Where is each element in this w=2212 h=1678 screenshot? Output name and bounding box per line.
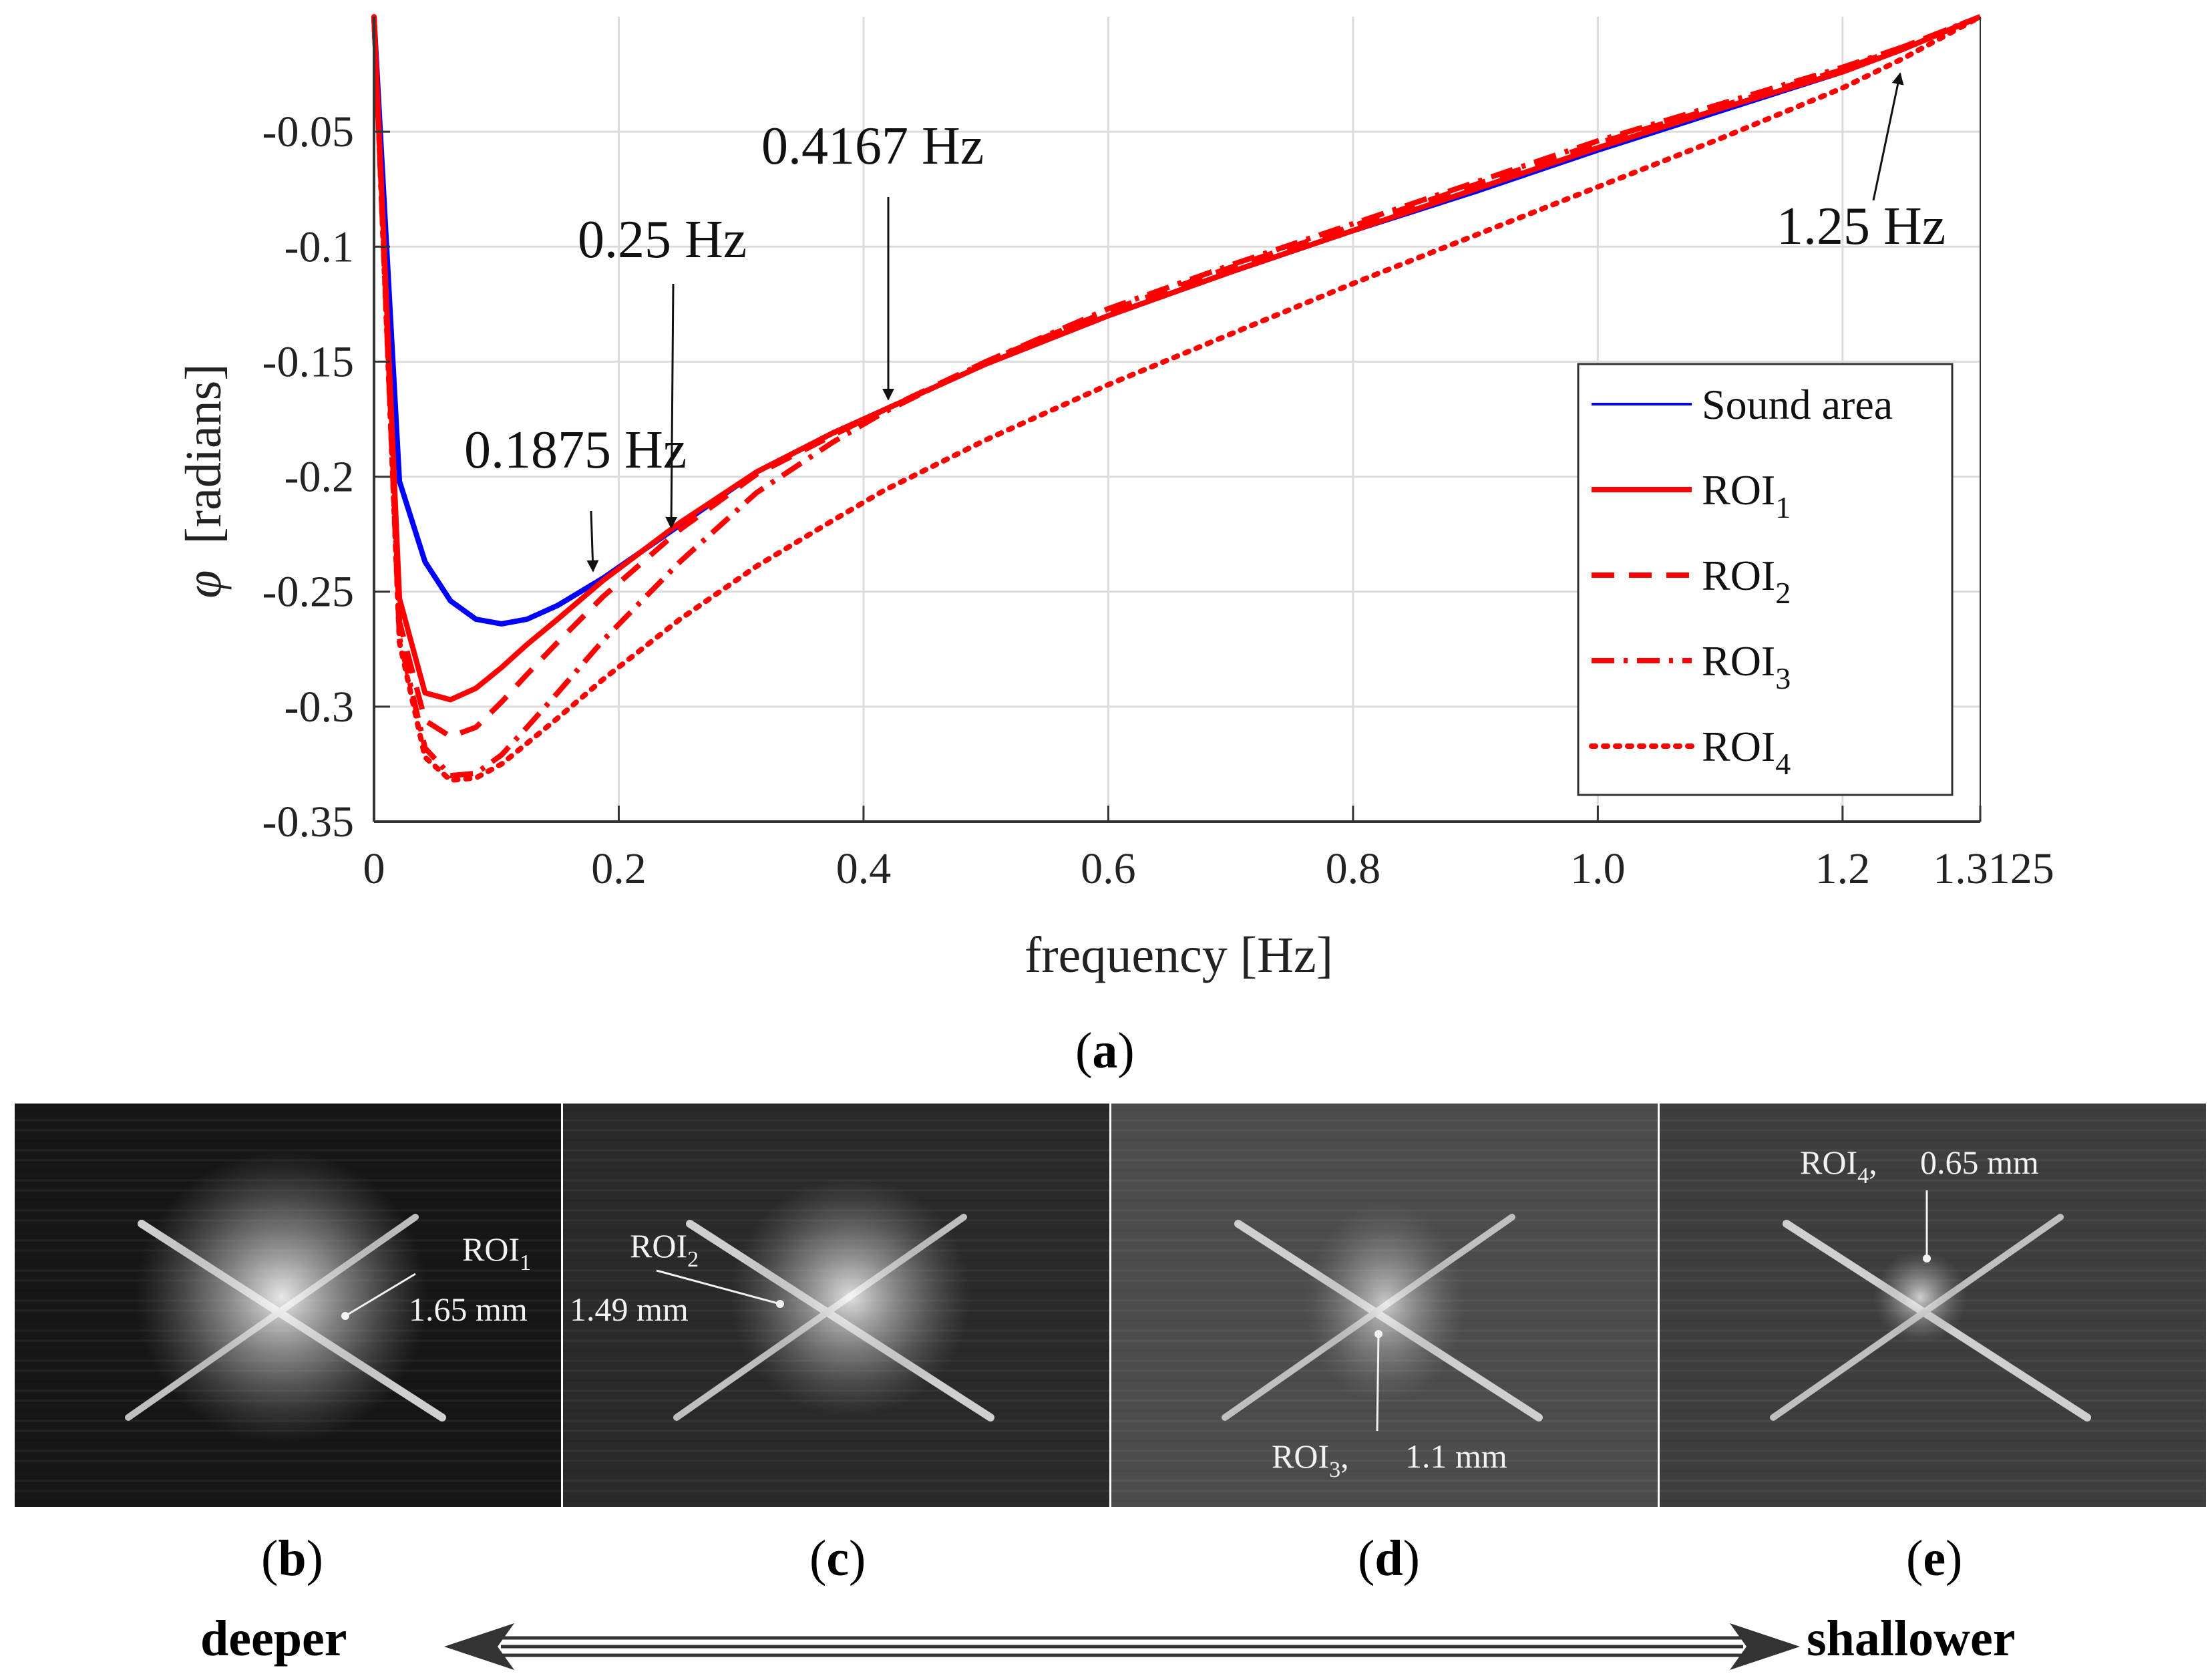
left-arrowhead (444, 1623, 514, 1670)
roi-label: ROI2 (630, 1227, 699, 1272)
x-tick-label: 0.6 (1081, 844, 1136, 893)
roi-hotspot (1305, 1204, 1465, 1404)
chart-series-group (371, 14, 1983, 783)
roi-label: ROI1 (462, 1230, 531, 1275)
y-tick-label: -0.15 (262, 337, 354, 386)
thermogram-panel-c: ROI2 1.49 mm (563, 1104, 1109, 1507)
y-tick-label: -0.05 (262, 108, 354, 156)
roi-pointer-head (341, 1312, 349, 1320)
roi-pointer-arrow (1376, 1333, 1380, 1432)
legend-label: ROI2 (1702, 552, 1791, 610)
roi-hotspot (135, 1150, 429, 1444)
legend-box (1577, 363, 1954, 796)
roi-label: ROI3, (1272, 1438, 1349, 1482)
x-tick-label: 0.2 (591, 844, 647, 893)
roi-depth-label: 1.1 mm (1405, 1438, 1507, 1475)
roi-label: ROI4, (1800, 1144, 1877, 1188)
roi-hotspot (1873, 1250, 1967, 1344)
annotation-label: 1.25 Hz (1777, 197, 1946, 256)
phase-frequency-chart: 0 0.2 0.4 0.6 0.8 1.0 1.2 1.3125 -0.05 -0.1 -0.15… (176, 14, 2054, 983)
frequency-annotations: 0.1875 Hz 0.25 Hz0.4167 Hz 1.25 Hz (464, 72, 1946, 572)
caption-e: (e) (1906, 1530, 1963, 1586)
x-axis-title: frequency [Hz] (1025, 927, 1333, 983)
annotation-label: 0.4167 Hz (761, 117, 984, 176)
y-tick-label: -0.25 (262, 568, 354, 617)
y-tick-label: -0.1 (285, 222, 354, 271)
caption-d: (d) (1358, 1530, 1420, 1586)
annotation-arrow (586, 510, 599, 572)
annotation-arrow (1872, 72, 1904, 201)
y-axis-unit: [radians] (176, 363, 232, 544)
legend-label: ROI4 (1702, 723, 1791, 781)
thermogram-panel-d: ROI3, 1.1 mm (1111, 1104, 1658, 1507)
series-line-roi4 (371, 14, 1983, 783)
y-tick-labels: -0.05 -0.1 -0.15 -0.2 -0.25 -0.3 -0.35 (262, 108, 354, 846)
y-tick-label: -0.2 (285, 453, 354, 502)
depth-double-arrow (444, 1623, 1800, 1670)
y-axis-symbol: φ (176, 570, 232, 599)
x-tick-label: 1.0 (1570, 844, 1626, 893)
series-line-roi3 (371, 14, 1982, 779)
y-axis-title: φ [radians] (176, 363, 232, 598)
x-tick-label: 0 (363, 844, 385, 893)
annotation-arrow (665, 283, 678, 529)
series-line-roi1 (371, 14, 1982, 703)
x-tick-label: 0.4 (836, 844, 892, 893)
x-tick-labels: 0 0.2 0.4 0.6 0.8 1.0 1.2 1.3125 (363, 844, 2054, 893)
x-tick-label: 0.8 (1326, 844, 1381, 893)
deeper-label: deeper (200, 1611, 347, 1667)
y-tick-label: -0.35 (262, 798, 354, 846)
thermogram-panel-e: ROI4, 0.65 mm (1660, 1104, 2206, 1507)
series-line-roi2 (371, 14, 1982, 739)
roi-pointer-arrow (345, 1273, 416, 1317)
legend-label: Sound area (1702, 381, 1893, 428)
roi-pointer-head (776, 1300, 784, 1308)
legend-label: ROI3 (1702, 637, 1791, 695)
thermogram-panel-b: ROI1 1.65 mm (15, 1104, 561, 1507)
y-tick-label: -0.3 (285, 683, 354, 731)
roi-pointer-arrow (656, 1269, 781, 1305)
chart-axes (373, 17, 1982, 823)
roi-depth-label: 1.65 mm (409, 1291, 528, 1328)
caption-a: (a) (1075, 1023, 1135, 1079)
caption-c: (c) (809, 1530, 866, 1586)
roi-depth-label: 1.49 mm (570, 1291, 689, 1328)
roi-pointer-head (1374, 1330, 1382, 1338)
caption-b: (b) (261, 1530, 323, 1586)
shallower-label: shallower (1807, 1611, 2016, 1667)
chart-legend: Sound area ROI1 ROI2 ROI3 ROI4 (1577, 363, 1954, 796)
roi-depth-label: 0.65 mm (1920, 1144, 2039, 1181)
legend-label: ROI1 (1702, 466, 1791, 524)
svg-text:φ [radians]: φ [radians] (176, 363, 232, 598)
x-tick-label: 1.3125 (1933, 844, 2054, 893)
right-arrowhead (1730, 1623, 1800, 1670)
annotation-label: 0.25 Hz (578, 210, 747, 269)
roi-pointer-head (1923, 1254, 1931, 1263)
roi-hotspot (730, 1177, 970, 1417)
annotation-label: 0.1875 Hz (464, 421, 687, 480)
x-tick-label: 1.2 (1815, 844, 1871, 893)
